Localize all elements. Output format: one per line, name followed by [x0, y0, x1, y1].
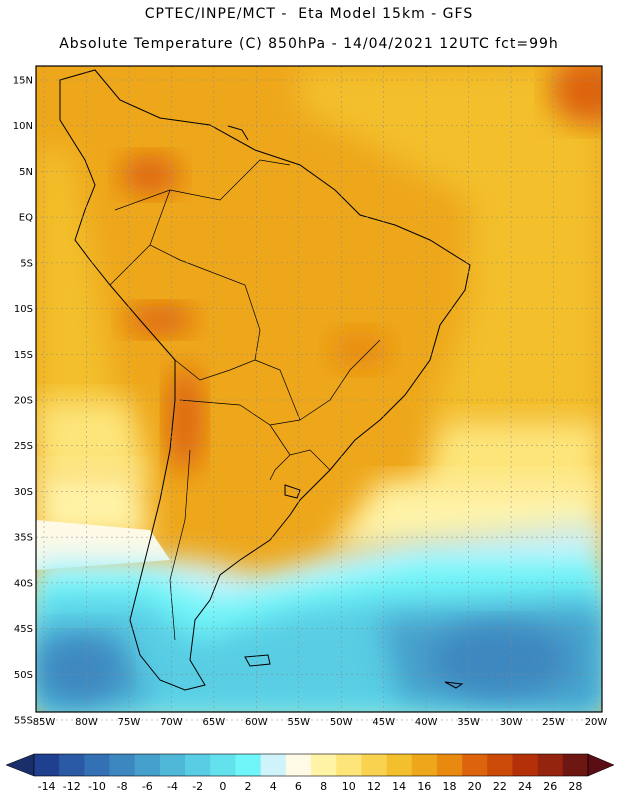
longitude-labels: 85W 80W 75W 70W 65W 60W 55W 50W 45W 40W 35W 30W 25W 2… — [33, 717, 608, 728]
legend-swatch — [260, 754, 287, 776]
legend-tick-label: -14 — [38, 780, 56, 793]
legend-tick-label: 8 — [320, 780, 327, 793]
lat-label: 30S — [14, 487, 33, 498]
lon-label: 25W — [542, 717, 565, 728]
legend-tick-label: 28 — [568, 780, 582, 793]
legend-swatch — [185, 754, 211, 776]
lon-label: 65W — [203, 717, 226, 728]
legend-swatch — [537, 754, 564, 776]
legend-swatch — [84, 754, 110, 776]
legend-tick-label: 26 — [543, 780, 557, 793]
legend-swatch — [235, 754, 261, 776]
legend-swatch — [34, 754, 60, 776]
legend-tick-label: -10 — [88, 780, 106, 793]
lon-label: 30W — [500, 717, 523, 728]
legend-tick-label: 4 — [270, 780, 277, 793]
legend-swatch — [411, 754, 438, 776]
lon-label: 70W — [160, 717, 183, 728]
lat-label: EQ — [19, 213, 33, 224]
lat-label: 15N — [13, 76, 33, 87]
latitude-labels: 15N 10N 5N EQ 5S 10S 15S 20S 25S 30S 35S 40S 45S 50S 5… — [13, 76, 33, 727]
legend-tick-label: 12 — [367, 780, 381, 793]
coastline — [59, 69, 471, 691]
lon-label: 75W — [118, 717, 141, 728]
lat-label: 5N — [19, 167, 33, 178]
lon-label: 45W — [372, 717, 395, 728]
legend-swatch — [159, 754, 186, 776]
legend-tick-label: 24 — [518, 780, 532, 793]
lat-label: 5S — [20, 258, 33, 269]
legend-swatch — [59, 754, 85, 776]
temperature-field — [36, 66, 602, 712]
title-line-2: Absolute Temperature (C) 850hPa - 14/04/… — [59, 36, 559, 52]
map-frame — [35, 65, 603, 713]
legend-tick-label: -8 — [117, 780, 128, 793]
lat-label: 45S — [14, 624, 33, 635]
lon-label: 35W — [457, 717, 480, 728]
lat-label: 40S — [14, 578, 33, 589]
lat-label: 55S — [14, 716, 33, 727]
legend-arrow-high — [587, 753, 615, 777]
legend-tick-label: 20 — [468, 780, 482, 793]
legend-tick-label: 14 — [392, 780, 406, 793]
color-legend: -14 -12 -10 -8 -6 -4 -2 0 2 4 6 8 10 12 14 16 18 20 22 24 26… — [5, 753, 615, 793]
legend-outline — [33, 753, 589, 777]
legend-swatch — [109, 754, 136, 776]
lon-label: 60W — [245, 717, 268, 728]
legend-tick-label: 6 — [295, 780, 302, 793]
country-borders — [109, 159, 381, 641]
lat-label: 25S — [14, 441, 33, 452]
legend-tick-label: -2 — [192, 780, 203, 793]
lat-label: 20S — [14, 396, 33, 407]
title-line-1: CPTEC/INPE/MCT - Eta Model 15km - GFS — [144, 6, 474, 22]
legend-tick-label: -6 — [142, 780, 153, 793]
legend-tick-label: -12 — [63, 780, 81, 793]
legend-tick-label: 0 — [219, 780, 226, 793]
legend-tick-label: 2 — [245, 780, 252, 793]
lon-label: 40W — [415, 717, 438, 728]
legend-swatch — [311, 754, 337, 776]
temperature-map: 15N 10N 5N EQ 5S 10S 15S 20S 25S 30S 35S 40S 45S 50S 5… — [13, 65, 608, 728]
legend-tick-label: 22 — [493, 780, 507, 793]
legend-tick-label: 10 — [342, 780, 356, 793]
legend-swatch — [487, 754, 513, 776]
legend-swatch — [210, 754, 236, 776]
legend-swatch — [462, 754, 488, 776]
legend-tick-label: 16 — [417, 780, 431, 793]
lon-label: 85W — [33, 717, 56, 728]
lat-label: 10S — [14, 304, 33, 315]
lon-label: 80W — [75, 717, 98, 728]
legend-swatch — [336, 754, 362, 776]
lon-label: 55W — [287, 717, 310, 728]
lat-label: 35S — [14, 533, 33, 544]
legend-swatch — [386, 754, 413, 776]
graticule — [36, 66, 602, 721]
legend-tick-label: -4 — [167, 780, 178, 793]
lon-label: 20W — [585, 717, 608, 728]
legend-swatch — [285, 754, 312, 776]
lat-label: 10N — [13, 121, 33, 132]
legend-swatch — [562, 754, 589, 776]
lon-label: 50W — [330, 717, 353, 728]
legend-arrow-low — [5, 753, 35, 777]
lat-label: 50S — [14, 670, 33, 681]
legend-swatch — [436, 754, 463, 776]
legend-swatch — [134, 754, 161, 776]
legend-tick-label: 18 — [443, 780, 457, 793]
legend-swatch — [512, 754, 538, 776]
lat-label: 15S — [14, 350, 33, 361]
legend-swatch — [361, 754, 387, 776]
